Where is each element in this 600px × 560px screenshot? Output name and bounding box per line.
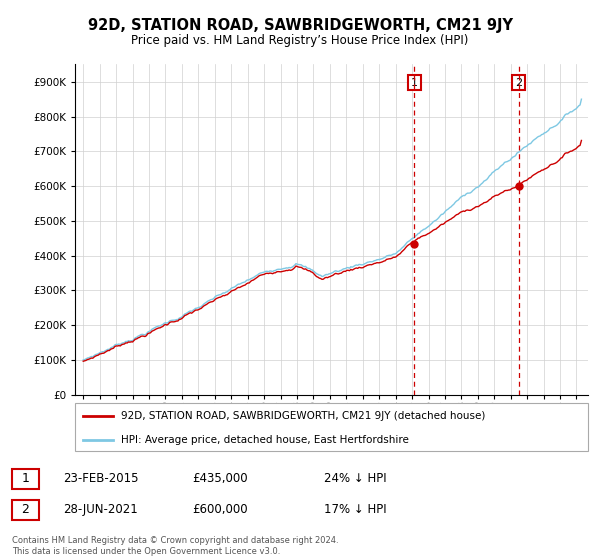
Text: 17% ↓ HPI: 17% ↓ HPI [324, 503, 386, 516]
Text: HPI: Average price, detached house, East Hertfordshire: HPI: Average price, detached house, East… [121, 435, 409, 445]
Text: 92D, STATION ROAD, SAWBRIDGEWORTH, CM21 9JY (detached house): 92D, STATION ROAD, SAWBRIDGEWORTH, CM21 … [121, 411, 485, 421]
Text: 2: 2 [22, 503, 29, 516]
Text: Contains HM Land Registry data © Crown copyright and database right 2024.
This d: Contains HM Land Registry data © Crown c… [12, 536, 338, 556]
FancyBboxPatch shape [75, 403, 588, 451]
FancyBboxPatch shape [12, 500, 39, 520]
Text: 28-JUN-2021: 28-JUN-2021 [63, 503, 138, 516]
Text: Price paid vs. HM Land Registry’s House Price Index (HPI): Price paid vs. HM Land Registry’s House … [131, 34, 469, 46]
Text: £435,000: £435,000 [192, 472, 248, 486]
FancyBboxPatch shape [12, 469, 39, 489]
Text: 1: 1 [411, 78, 418, 87]
Text: 23-FEB-2015: 23-FEB-2015 [63, 472, 139, 486]
Text: 1: 1 [22, 472, 29, 486]
Text: £600,000: £600,000 [192, 503, 248, 516]
Text: 2: 2 [515, 78, 523, 87]
Text: 24% ↓ HPI: 24% ↓ HPI [324, 472, 386, 486]
Text: 92D, STATION ROAD, SAWBRIDGEWORTH, CM21 9JY: 92D, STATION ROAD, SAWBRIDGEWORTH, CM21 … [88, 18, 512, 33]
